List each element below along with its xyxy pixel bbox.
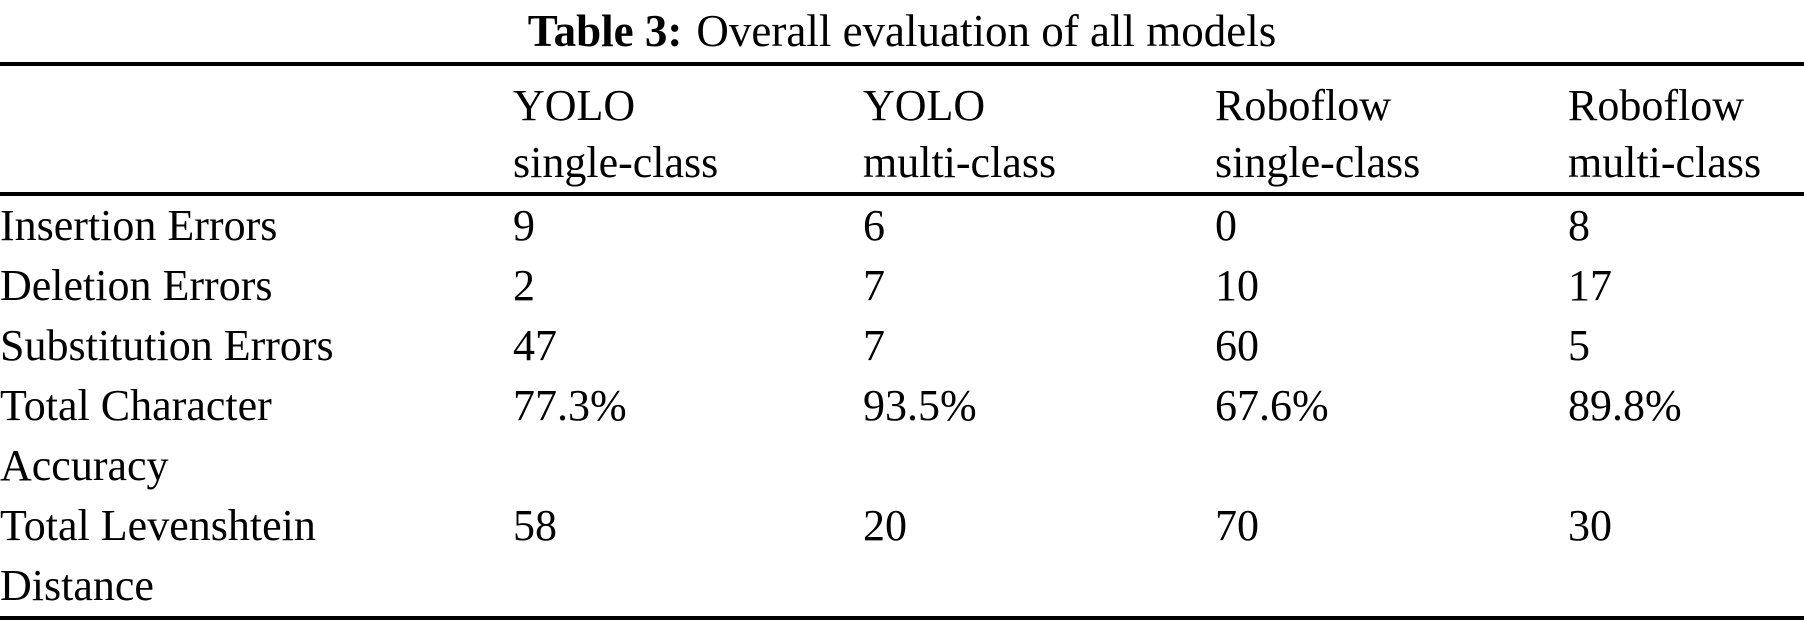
row-label: Substitution Errors	[0, 321, 334, 370]
table-corner-cell	[0, 77, 440, 192]
column-header-yolo-multi: YOLO multi-class	[863, 77, 1215, 192]
cell-value: 9	[513, 201, 535, 250]
column-header-model-variant: multi-class	[863, 138, 1057, 187]
cell-value: 30	[1568, 501, 1612, 550]
row-label: Insertion Errors	[0, 201, 278, 250]
cell-value: 70	[1215, 501, 1259, 550]
cell-value: 5	[1568, 321, 1590, 370]
table-row-total-character-accuracy: Total Character Accuracy 77.3% 93.5% 67.…	[0, 376, 1804, 496]
table-row-insertion-errors: Insertion Errors 9 6 0 8	[0, 196, 1804, 256]
table-caption-text: Overall evaluation of all models	[696, 6, 1277, 56]
cell-value: 10	[1215, 261, 1259, 310]
table-caption-number: Table 3:	[527, 6, 683, 56]
column-header-model-name: Roboflow	[1568, 81, 1744, 130]
cell-value: 67.6%	[1215, 381, 1329, 430]
cell-value: 7	[863, 321, 885, 370]
column-header-model-variant: multi-class	[1568, 138, 1762, 187]
cell-value: 60	[1215, 321, 1259, 370]
cell-value: 77.3%	[513, 381, 627, 430]
column-header-yolo-single: YOLO single-class	[513, 77, 863, 192]
table-row-substitution-errors: Substitution Errors 47 7 60 5	[0, 316, 1804, 376]
column-header-model-name: Roboflow	[1215, 81, 1391, 130]
row-label: Total Levenshtein Distance	[0, 501, 316, 610]
table-row-deletion-errors: Deletion Errors 2 7 10 17	[0, 256, 1804, 316]
cell-value: 2	[513, 261, 535, 310]
row-label: Total Character Accuracy	[0, 381, 272, 490]
table-header-row: YOLO single-class YOLO multi-class Robof…	[0, 66, 1804, 196]
column-header-roboflow-single: Roboflow single-class	[1215, 77, 1568, 192]
cell-value: 17	[1568, 261, 1612, 310]
cell-value: 20	[863, 501, 907, 550]
column-header-model-variant: single-class	[1215, 138, 1421, 187]
cell-value: 0	[1215, 201, 1237, 250]
table-row-total-levenshtein-distance: Total Levenshtein Distance 58 20 70 30	[0, 496, 1804, 616]
cell-value: 58	[513, 501, 557, 550]
cell-value: 6	[863, 201, 885, 250]
column-header-roboflow-multi: Roboflow multi-class	[1568, 77, 1804, 192]
cell-value: 93.5%	[863, 381, 977, 430]
cell-value: 89.8%	[1568, 381, 1682, 430]
table-caption: Table 3: Overall evaluation of all models	[0, 0, 1804, 62]
cell-value: 8	[1568, 201, 1590, 250]
column-header-model-name: YOLO	[513, 81, 636, 130]
column-header-model-variant: single-class	[513, 138, 719, 187]
column-header-model-name: YOLO	[863, 81, 986, 130]
cell-value: 47	[513, 321, 557, 370]
cell-value: 7	[863, 261, 885, 310]
evaluation-table: YOLO single-class YOLO multi-class Robof…	[0, 62, 1804, 620]
row-label: Deletion Errors	[0, 261, 273, 310]
